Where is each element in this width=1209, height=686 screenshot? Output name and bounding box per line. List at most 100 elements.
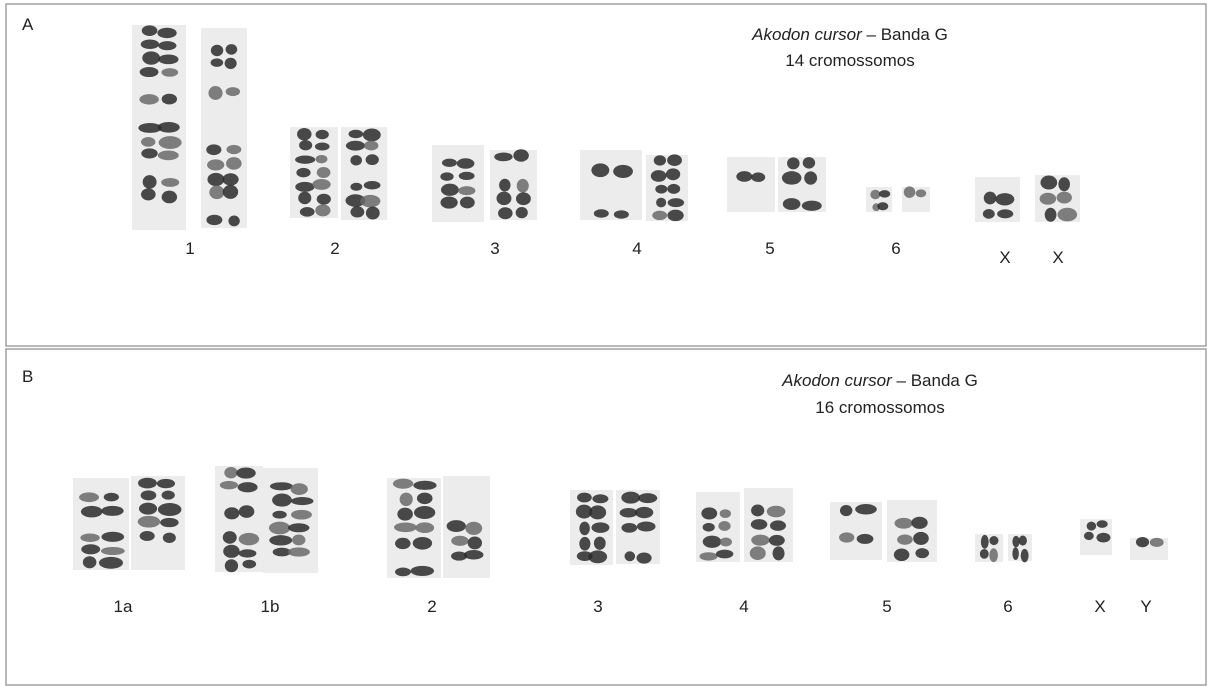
chromosome <box>580 150 642 220</box>
chromosome-band <box>915 548 929 558</box>
chromosome-band <box>594 209 609 218</box>
chromosome-band <box>995 193 1014 205</box>
chromosome-band <box>750 546 766 560</box>
chromosome-band <box>1021 549 1029 562</box>
chromosome-band <box>787 157 800 169</box>
chromosome-band <box>162 191 177 204</box>
chromosome-band <box>1058 208 1078 222</box>
chromosome-background <box>263 468 318 573</box>
chromosome-label: 5 <box>882 597 891 616</box>
chromosome-label: 1a <box>114 597 133 616</box>
panel-subtitle: 16 cromossomos <box>815 398 944 417</box>
chromosome-band <box>138 478 157 489</box>
chromosome-label: 5 <box>765 239 774 258</box>
chromosome-band <box>295 155 315 163</box>
chromosome-band <box>207 159 224 170</box>
chromosome <box>975 177 1020 222</box>
chromosome-band <box>736 171 752 182</box>
chromosome-band <box>638 493 657 503</box>
chromosome-band <box>141 148 157 158</box>
chromosome-band <box>272 511 286 519</box>
chromosome-band <box>496 192 511 205</box>
panel-title: Akodon cursor – Banda G <box>781 371 978 390</box>
chromosome-band <box>655 185 667 194</box>
chromosome-band <box>141 490 157 500</box>
chromosome-band <box>624 551 635 561</box>
chromosome-band <box>226 145 241 154</box>
chromosome-band <box>142 25 158 36</box>
chromosome-band <box>413 481 436 490</box>
chromosome-band <box>513 149 529 161</box>
chromosome-band <box>413 537 432 550</box>
chromosome <box>696 492 740 562</box>
chromosome-band <box>516 207 528 218</box>
chromosome-band <box>498 207 513 219</box>
title-rest: – Banda G <box>862 25 948 44</box>
chromosome-band <box>751 535 769 546</box>
chromosome-band <box>782 171 802 184</box>
chromosome <box>1080 519 1112 555</box>
chromosome-band <box>291 510 312 520</box>
chromosome-band <box>773 546 785 560</box>
chromosome-band <box>223 531 237 544</box>
chromosome-band <box>81 506 103 518</box>
panel-title: Akodon cursor – Banda G <box>751 25 948 44</box>
chromosome-band <box>350 155 362 165</box>
chromosome-band <box>223 185 238 199</box>
chromosome-band <box>916 189 927 197</box>
chromosome-label: Y <box>1140 597 1151 616</box>
chromosome-band <box>158 503 182 516</box>
chromosome-band <box>162 94 177 105</box>
chromosome-band <box>577 493 592 503</box>
chromosome <box>744 488 793 562</box>
chromosome-band <box>317 167 331 178</box>
chromosome-band <box>140 531 155 541</box>
chromosome-band <box>1057 192 1072 204</box>
chromosome-band <box>79 492 99 502</box>
chromosome-band <box>614 210 629 219</box>
chromosome <box>1035 175 1080 222</box>
chromosome-band <box>984 192 997 205</box>
karyotype-figure: A Akodon cursor – Banda G 14 cromossomos… <box>0 0 1209 686</box>
chromosome-band <box>769 535 785 546</box>
chromosome-band <box>441 184 459 196</box>
chromosome-band <box>223 545 239 558</box>
chromosome-band <box>299 140 312 150</box>
chromosome-band <box>101 532 124 542</box>
chromosome <box>201 28 247 228</box>
chromosome <box>387 478 441 578</box>
chromosome-background <box>432 145 484 222</box>
chromosome-band <box>668 198 684 207</box>
chromosome-band <box>414 506 435 519</box>
chromosome <box>1130 537 1168 560</box>
chromosome-band <box>272 494 292 507</box>
chromosome-band <box>158 122 180 133</box>
chromosome-band <box>589 505 606 519</box>
chromosome-band <box>720 538 732 547</box>
chromosome-band <box>989 536 998 545</box>
chromosome-band <box>1096 533 1110 543</box>
title-rest: – Banda G <box>892 371 978 390</box>
chromosome-band <box>140 67 159 77</box>
chromosome-band <box>80 534 99 542</box>
chromosome-band <box>350 206 364 217</box>
chromosome-label: 4 <box>739 597 748 616</box>
chromosome-band <box>224 467 237 478</box>
panel-letter: B <box>22 367 33 386</box>
chromosome-band <box>1019 536 1027 546</box>
chromosome-band <box>751 505 764 517</box>
chromosome-band <box>579 522 589 536</box>
chromosome-band <box>592 494 608 503</box>
chromosome-band <box>350 183 362 191</box>
chromosome-band <box>163 533 176 543</box>
chromosome-background <box>215 466 263 572</box>
chromosome-band <box>158 151 179 161</box>
chromosome-band <box>579 537 590 551</box>
chromosome <box>830 502 882 560</box>
chromosome-band <box>895 518 913 529</box>
chromosome-band <box>99 557 123 569</box>
chromosome-background <box>201 28 247 228</box>
chromosome-band <box>223 173 239 185</box>
chromosome-band <box>803 157 815 168</box>
chromosome-label: 3 <box>593 597 602 616</box>
